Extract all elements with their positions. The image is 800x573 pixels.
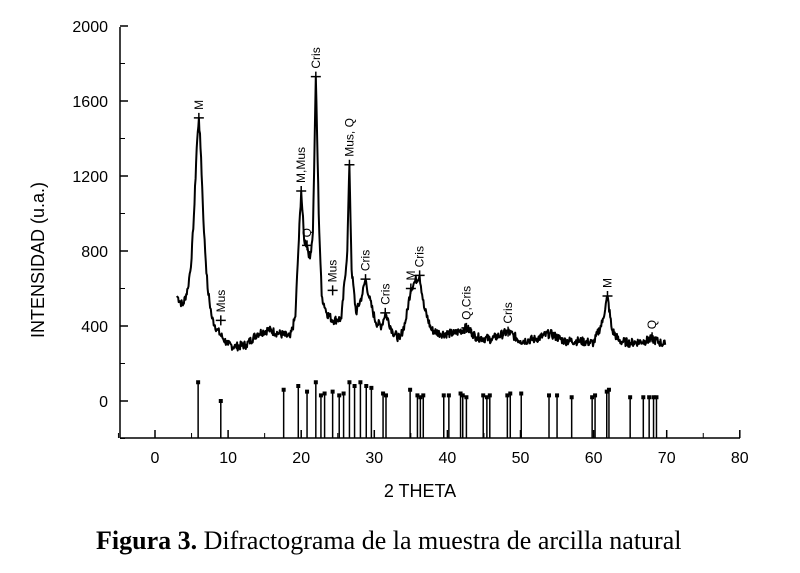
reference-stick-head — [481, 393, 486, 398]
x-tick-label: 60 — [585, 450, 603, 467]
peak-label: M — [404, 271, 418, 281]
caption-text: Difractograma de la muestra de arcilla n… — [197, 526, 682, 555]
axes: 0 400 800 1200 1600 2000 0 10 20 30 40 50 60 70 80 — [72, 19, 748, 467]
reference-stick-head — [508, 391, 513, 396]
reference-stick-head — [313, 380, 318, 385]
peak-label: Cris — [413, 246, 427, 267]
diffractogram-line — [176, 75, 667, 352]
y-tick-label: 1600 — [72, 94, 108, 111]
reference-stick-head — [341, 391, 346, 396]
reference-stick-head — [647, 395, 652, 400]
y-tick-label: 800 — [81, 244, 108, 261]
reference-stick-head — [305, 389, 310, 394]
peak-label: M,Mus — [294, 147, 308, 183]
x-axis-ticks: 0 10 20 30 40 50 60 70 80 — [117, 430, 749, 467]
reference-stick-head — [364, 384, 369, 388]
reference-stick-head — [484, 395, 489, 400]
x-tick-label: 40 — [439, 450, 457, 467]
x-axis-title: 2 THETA — [384, 481, 456, 501]
reference-stick-head — [505, 393, 510, 398]
peak-label: Mus, Q — [342, 118, 356, 157]
xrd-chart: M Mus M,Mus Q Cris Mus Mus, Q Cris Cris M Cris Q,Cr… — [28, 19, 749, 501]
peak-label: M — [600, 278, 614, 288]
reference-stick-head — [322, 391, 327, 396]
reference-stick-head — [464, 395, 469, 400]
reference-stick-head — [347, 380, 352, 385]
reference-stick-head — [641, 395, 646, 400]
reference-stick-head — [606, 387, 611, 392]
figure-caption: Figura 3. Difractograma de la muestra de… — [96, 526, 796, 556]
reference-stick-head — [358, 380, 363, 385]
reference-stick-head — [418, 395, 423, 400]
x-tick-label: 80 — [731, 450, 749, 467]
y-tick-label: 400 — [81, 319, 108, 336]
reference-stick-head — [519, 391, 524, 396]
y-tick-label: 0 — [99, 394, 108, 411]
peak-label: Q — [300, 228, 314, 237]
plot-area: M Mus M,Mus Q Cris Mus Mus, Q Cris Cris M Cris Q,Cr… — [176, 47, 667, 439]
x-tick-label: 0 — [151, 450, 160, 467]
reference-stick-head — [330, 389, 335, 394]
reference-stick-head — [383, 393, 388, 398]
peak-markers: M Mus M,Mus Q Cris Mus Mus, Q Cris Cris M Cris Q,Cr… — [192, 47, 659, 343]
reference-stick-head — [651, 395, 656, 400]
reference-stick-head — [460, 393, 465, 398]
reference-stick-head — [654, 395, 659, 400]
x-tick-label: 10 — [219, 450, 237, 467]
peak-label: Q — [645, 320, 659, 329]
reference-stick-head — [555, 393, 560, 398]
x-tick-label: 50 — [512, 450, 530, 467]
reference-stick-head — [590, 395, 595, 400]
reference-stick-head — [547, 393, 552, 398]
reference-stick-head — [337, 393, 342, 398]
reference-stick-head — [593, 393, 598, 398]
peak-label: Cris — [359, 250, 373, 271]
peak-label: Mus — [214, 290, 228, 313]
reference-stick-head — [569, 395, 574, 400]
reference-pattern — [196, 380, 659, 439]
y-tick-label: 1200 — [72, 169, 108, 186]
reference-stick-head — [352, 384, 357, 388]
caption-label: Figura 3. — [96, 526, 198, 555]
reference-stick-head — [441, 393, 446, 398]
x-tick-label: 20 — [292, 450, 310, 467]
y-tick-label: 2000 — [72, 19, 108, 36]
peak-label: Cris — [378, 284, 392, 305]
reference-stick-head — [408, 387, 413, 392]
peak-label: Cris — [501, 302, 515, 323]
peak-label: Cris — [309, 47, 323, 68]
reference-stick-head — [446, 393, 451, 398]
x-tick-label: 70 — [658, 450, 676, 467]
peak-label: Mus — [326, 260, 340, 283]
reference-stick-head — [196, 380, 201, 385]
reference-stick-head — [218, 399, 223, 403]
reference-stick-head — [421, 393, 426, 398]
reference-stick-head — [458, 391, 463, 396]
reference-stick-head — [415, 393, 420, 398]
reference-stick-head — [628, 395, 633, 400]
reference-stick-head — [381, 391, 386, 396]
y-axis-title: INTENSIDAD (u.a.) — [28, 182, 48, 338]
reference-stick-head — [604, 389, 609, 394]
reference-stick-head — [318, 393, 323, 398]
reference-stick-head — [487, 393, 492, 398]
reference-stick-head — [281, 387, 286, 392]
peak-label: M — [192, 100, 206, 110]
reference-stick-head — [296, 384, 301, 388]
y-axis-ticks: 0 400 800 1200 1600 2000 — [72, 19, 128, 439]
peak-label: Q,Cris — [459, 286, 473, 320]
x-tick-label: 30 — [365, 450, 383, 467]
reference-stick-head — [369, 385, 374, 390]
